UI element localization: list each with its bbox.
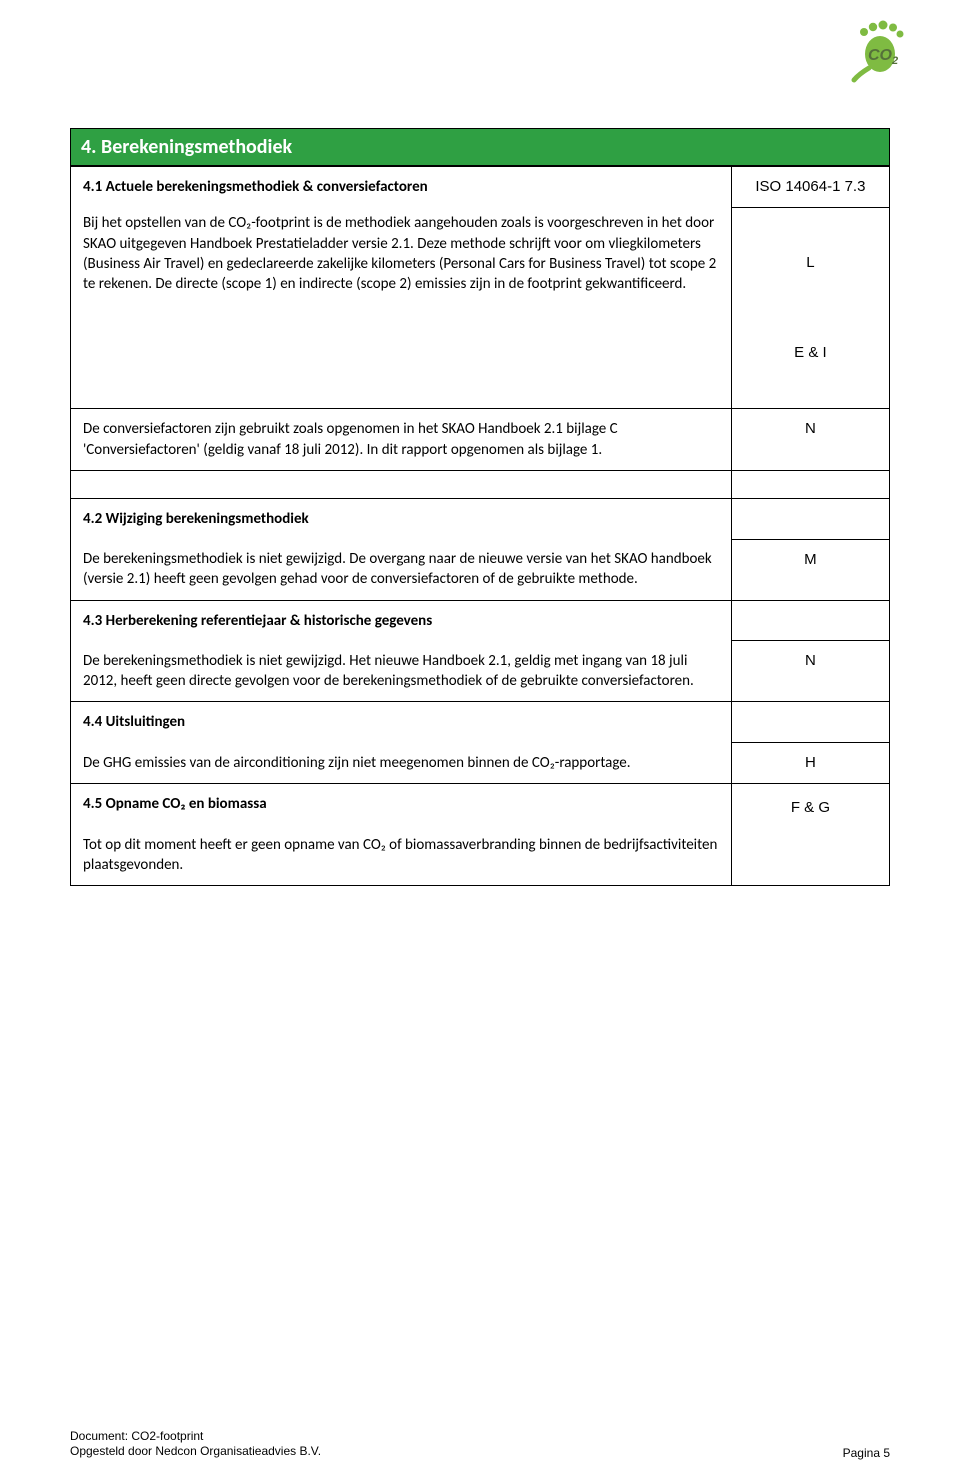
paragraph: De conversiefactoren zijn gebruikt zoals… <box>83 419 719 460</box>
label-cell: H <box>731 743 889 784</box>
heading-4-1: 4.1 Actuele berekeningsmethodiek & conve… <box>83 177 719 197</box>
heading-4-4: 4.4 Uitsluitingen <box>83 712 719 732</box>
footer-author-line: Opgesteld door Nedcon Organisatieadvies … <box>70 1444 321 1460</box>
label-L: L <box>744 253 877 273</box>
label-cell: L E & I <box>731 208 889 409</box>
paragraph: De berekeningsmethodiek is niet gewijzig… <box>83 549 719 590</box>
label-EI: E & I <box>744 343 877 363</box>
paragraph: De berekeningsmethodiek is niet gewijzig… <box>83 651 719 692</box>
label-cell: F & G <box>731 784 889 886</box>
paragraph: Tot op dit moment heeft er geen opname v… <box>83 835 719 876</box>
heading-4-3: 4.3 Herberekening referentiejaar & histo… <box>83 611 719 631</box>
content-table: 4.1 Actuele berekeningsmethodiek & conve… <box>70 166 890 886</box>
svg-text:2: 2 <box>891 55 898 67</box>
footer-page-number: Pagina 5 <box>843 1446 890 1460</box>
heading-4-2: 4.2 Wijziging berekeningsmethodiek <box>83 509 719 529</box>
footer-document-line: Document: CO2-footprint <box>70 1429 321 1445</box>
iso-reference: ISO 14064-1 7.3 <box>731 167 889 208</box>
page-footer: Document: CO2-footprint Opgesteld door N… <box>70 1429 890 1460</box>
label-cell: N <box>731 641 889 702</box>
page: CO 2 4. Berekeningsmethodiek 4.1 Actuele… <box>0 0 960 1484</box>
paragraph: Bij het opstellen van de CO₂-footprint i… <box>83 213 719 294</box>
co2-footprint-logo: CO 2 <box>844 20 910 84</box>
svg-text:CO: CO <box>868 47 893 64</box>
heading-4-5: 4.5 Opname CO₂ en biomassa <box>83 794 719 814</box>
section-header: 4. Berekeningsmethodiek <box>70 128 890 166</box>
label-cell: M <box>731 539 889 600</box>
paragraph: De GHG emissies van de airconditioning z… <box>83 753 719 773</box>
label-cell: N <box>731 409 889 471</box>
